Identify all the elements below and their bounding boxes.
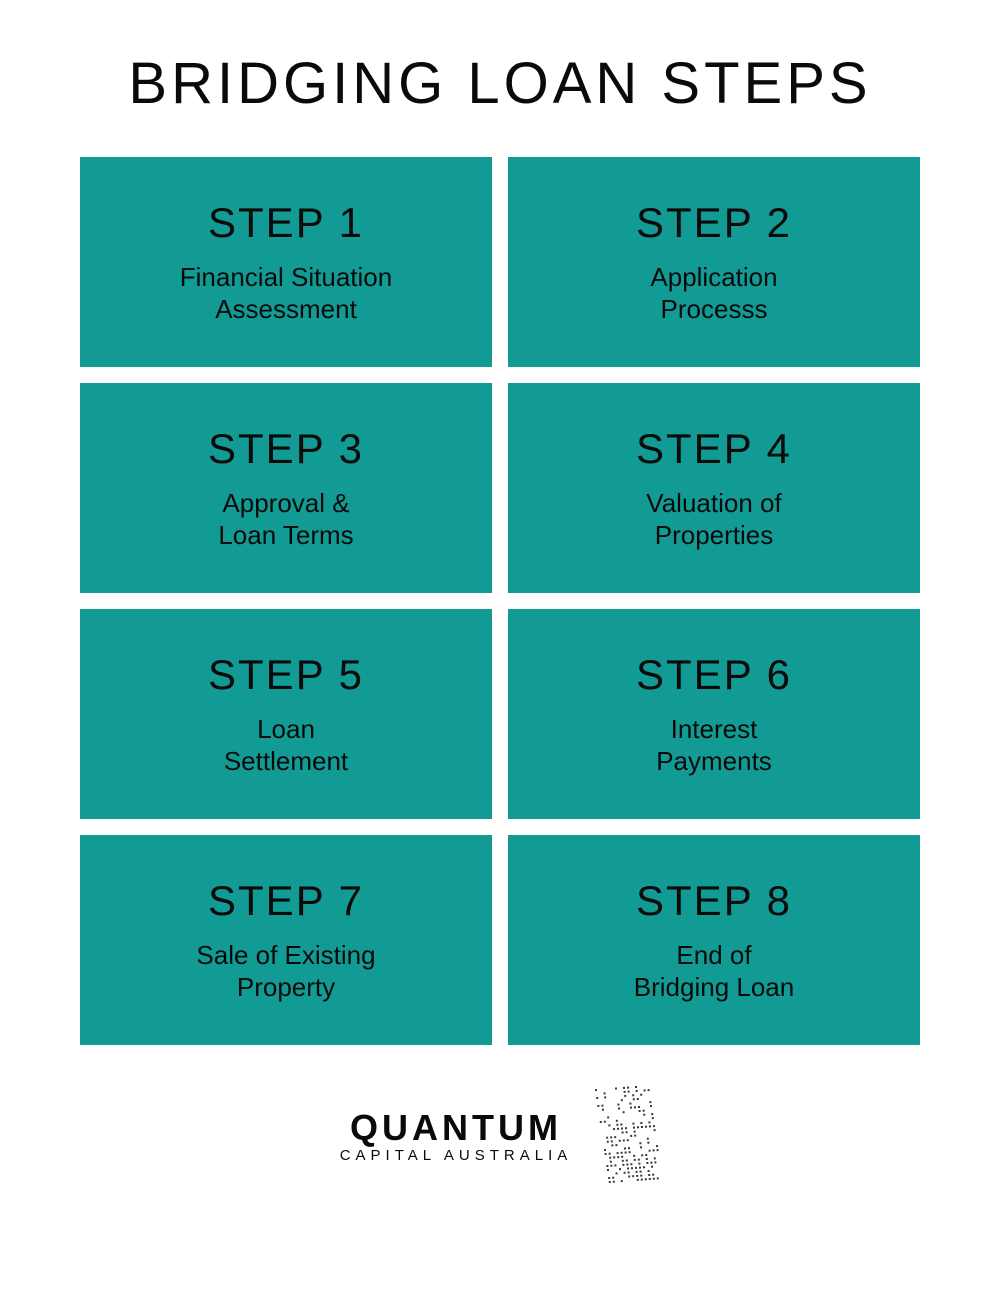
step-label: STEP 3 xyxy=(208,425,364,473)
logo-graphic-icon xyxy=(590,1085,660,1185)
step-label: STEP 5 xyxy=(208,651,364,699)
logo-text: QUANTUM CAPITAL AUSTRALIA xyxy=(340,1107,573,1164)
step-label: STEP 1 xyxy=(208,199,364,247)
step-description: Financial Situation Assessment xyxy=(180,261,392,326)
step-description: Loan Settlement xyxy=(224,713,348,778)
step-card: STEP 6 Interest Payments xyxy=(508,609,920,819)
step-label: STEP 2 xyxy=(636,199,792,247)
footer-logo: QUANTUM CAPITAL AUSTRALIA xyxy=(340,1085,661,1185)
page-title: BRIDGING LOAN STEPS xyxy=(128,50,871,117)
step-description: Approval & Loan Terms xyxy=(218,487,353,552)
step-card: STEP 2 Application Processs xyxy=(508,157,920,367)
step-card: STEP 1 Financial Situation Assessment xyxy=(80,157,492,367)
logo-sub-text: CAPITAL AUSTRALIA xyxy=(340,1147,573,1164)
step-label: STEP 8 xyxy=(636,877,792,925)
step-card: STEP 4 Valuation of Properties xyxy=(508,383,920,593)
step-label: STEP 4 xyxy=(636,425,792,473)
step-description: Application Processs xyxy=(650,261,777,326)
steps-grid: STEP 1 Financial Situation Assessment ST… xyxy=(80,157,920,1045)
step-description: Interest Payments xyxy=(656,713,772,778)
step-description: Valuation of Properties xyxy=(646,487,781,552)
step-description: End of Bridging Loan xyxy=(634,939,794,1004)
logo-main-text: QUANTUM xyxy=(350,1107,562,1149)
step-label: STEP 6 xyxy=(636,651,792,699)
step-card: STEP 7 Sale of Existing Property xyxy=(80,835,492,1045)
step-card: STEP 5 Loan Settlement xyxy=(80,609,492,819)
step-description: Sale of Existing Property xyxy=(196,939,375,1004)
step-card: STEP 3 Approval & Loan Terms xyxy=(80,383,492,593)
step-label: STEP 7 xyxy=(208,877,364,925)
step-card: STEP 8 End of Bridging Loan xyxy=(508,835,920,1045)
